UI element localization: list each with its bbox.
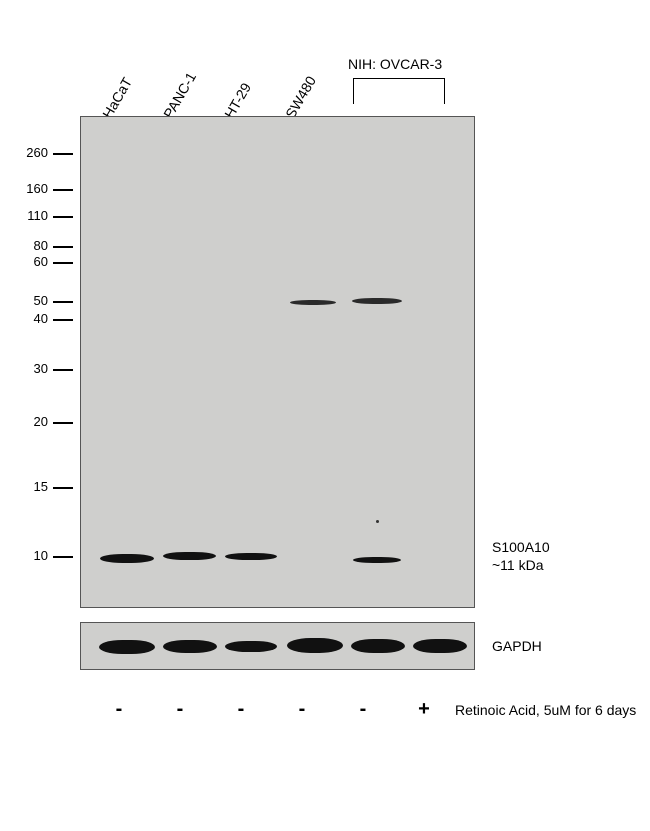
mw-tick-40: [53, 319, 73, 321]
band-gapdh-panc1: [163, 640, 217, 653]
mw-label-15: 15: [16, 479, 48, 494]
lane-label-hacat: HaCaT: [99, 75, 135, 121]
mw-label-40: 40: [16, 311, 48, 326]
treatment-symbol-lane4: -: [292, 698, 312, 721]
lane-group-bracket: [353, 78, 445, 104]
treatment-symbol-lane2: -: [170, 698, 190, 721]
band-nonspecific-sw480: [290, 300, 336, 305]
treatment-symbol-lane1: -: [109, 698, 129, 721]
lane-group-label-ovcar3: NIH: OVCAR-3: [348, 56, 442, 72]
mw-label-50: 50: [16, 293, 48, 308]
band-s100a10-panc1: [163, 552, 216, 560]
mw-tick-10: [53, 556, 73, 558]
mw-tick-30: [53, 369, 73, 371]
band-s100a10-hacat: [100, 554, 154, 563]
band-nonspecific-ovcar3: [352, 298, 402, 304]
mw-label-30: 30: [16, 361, 48, 376]
band-gapdh-sw480: [287, 638, 343, 653]
band-gapdh-ovcar3-treated: [413, 639, 467, 653]
treatment-symbol-lane5: -: [353, 698, 373, 721]
band-s100a10-ht29: [225, 553, 277, 560]
mw-tick-50: [53, 301, 73, 303]
target-protein-label: S100A10: [492, 539, 550, 555]
mw-label-110: 110: [16, 208, 48, 223]
mw-tick-110: [53, 216, 73, 218]
mw-label-20: 20: [16, 414, 48, 429]
speck-ovcar3: [376, 520, 379, 523]
observed-mw-label: ~11 kDa: [492, 557, 544, 573]
main-blot-membrane: [80, 116, 475, 608]
band-s100a10-ovcar3-untreated: [353, 557, 401, 563]
mw-label-10: 10: [16, 548, 48, 563]
treatment-symbol-lane6: +: [414, 698, 434, 721]
mw-label-160: 160: [16, 181, 48, 196]
lane-label-ht29: HT-29: [221, 80, 254, 121]
mw-tick-80: [53, 246, 73, 248]
band-gapdh-hacat: [99, 640, 155, 654]
band-gapdh-ovcar3-untreated: [351, 639, 405, 653]
mw-tick-60: [53, 262, 73, 264]
western-blot-figure: HaCaT PANC-1 HT-29 SW480 NIH: OVCAR-3 26…: [0, 0, 650, 831]
mw-tick-20: [53, 422, 73, 424]
mw-label-60: 60: [16, 254, 48, 269]
gapdh-label: GAPDH: [492, 638, 542, 654]
lane-label-panc1: PANC-1: [160, 69, 199, 121]
band-gapdh-ht29: [225, 641, 277, 652]
treatment-symbol-lane3: -: [231, 698, 251, 721]
mw-label-80: 80: [16, 238, 48, 253]
mw-tick-15: [53, 487, 73, 489]
lane-label-sw480: SW480: [282, 73, 319, 121]
mw-label-260: 260: [16, 145, 48, 160]
treatment-label: Retinoic Acid, 5uM for 6 days: [455, 702, 636, 718]
mw-tick-260: [53, 153, 73, 155]
mw-tick-160: [53, 189, 73, 191]
gapdh-blot-membrane: [80, 622, 475, 670]
